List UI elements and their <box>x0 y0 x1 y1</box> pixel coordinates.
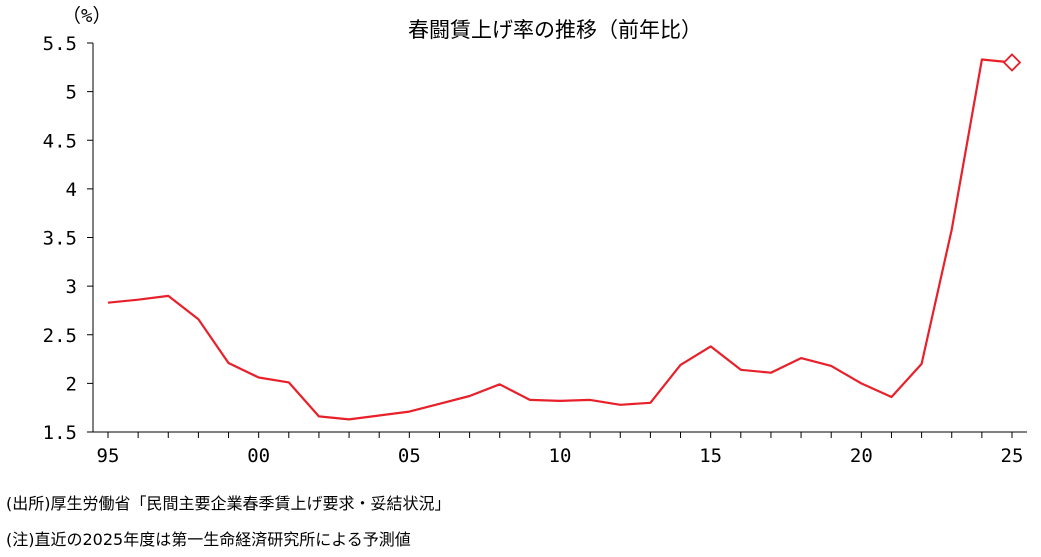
data-point <box>980 58 984 62</box>
x-tick-label: 05 <box>398 445 421 467</box>
y-tick-label: 2.5 <box>43 325 77 347</box>
data-point <box>889 395 893 399</box>
data-point <box>799 356 803 360</box>
data-point <box>106 301 110 305</box>
data-point <box>739 368 743 372</box>
x-tick-label: 25 <box>1001 445 1024 467</box>
y-tick-label: 5 <box>66 82 77 104</box>
line-chart: 春闘賃上げ率の推移（前年比） （%） 1.5 2 2.5 3 3.5 4 4.5 5 5.5 9… <box>43 5 1027 467</box>
data-point <box>227 361 231 365</box>
x-axis: 95 00 05 10 15 20 25 <box>93 431 1027 467</box>
x-tick-label: 20 <box>850 445 873 467</box>
data-point <box>257 376 261 380</box>
y-tick-label: 3.5 <box>43 228 77 250</box>
x-tick-label: 15 <box>699 445 722 467</box>
data-point <box>407 410 411 414</box>
y-tick-label: 2 <box>66 373 77 395</box>
y-tick-label: 4 <box>66 179 77 201</box>
data-point <box>859 381 863 385</box>
data-point <box>136 298 140 302</box>
data-point <box>196 317 200 321</box>
chart-title: 春闘賃上げ率の推移（前年比） <box>408 18 702 42</box>
y-tick-label: 3 <box>66 276 77 298</box>
data-point <box>920 362 924 366</box>
series-line <box>107 58 1013 421</box>
data-point <box>166 294 170 298</box>
data-point <box>588 398 592 402</box>
data-point <box>528 398 532 402</box>
data-point <box>468 394 472 398</box>
x-tick-label: 10 <box>549 445 572 467</box>
y-axis: 1.5 2 2.5 3 3.5 4 4.5 5 5.5 <box>43 33 94 444</box>
data-point <box>769 371 773 375</box>
data-point <box>950 228 954 232</box>
data-point <box>648 401 652 405</box>
data-point <box>829 364 833 368</box>
x-tick-label: 95 <box>97 445 120 467</box>
data-point <box>437 402 441 406</box>
data-point <box>558 399 562 403</box>
y-tick-label: 1.5 <box>43 422 77 444</box>
source-note: (出所)厚生労働省「民間主要企業春季賃上げ要求・妥結状況」 <box>6 494 451 513</box>
y-axis-unit-label: （%） <box>62 5 111 27</box>
data-point <box>679 363 683 367</box>
data-point <box>377 413 381 417</box>
forecast-marker-diamond-icon <box>1002 53 1022 72</box>
y-tick-label: 4.5 <box>43 130 77 152</box>
data-point <box>498 382 502 386</box>
data-point <box>618 403 622 407</box>
footnote: (注)直近の2025年度は第一生命経済研究所による予測値 <box>6 530 411 549</box>
data-point <box>317 414 321 418</box>
data-point <box>709 344 713 348</box>
y-tick-label: 5.5 <box>43 33 77 55</box>
x-tick-label: 00 <box>247 445 270 467</box>
data-point <box>347 417 351 421</box>
data-point <box>287 380 291 384</box>
